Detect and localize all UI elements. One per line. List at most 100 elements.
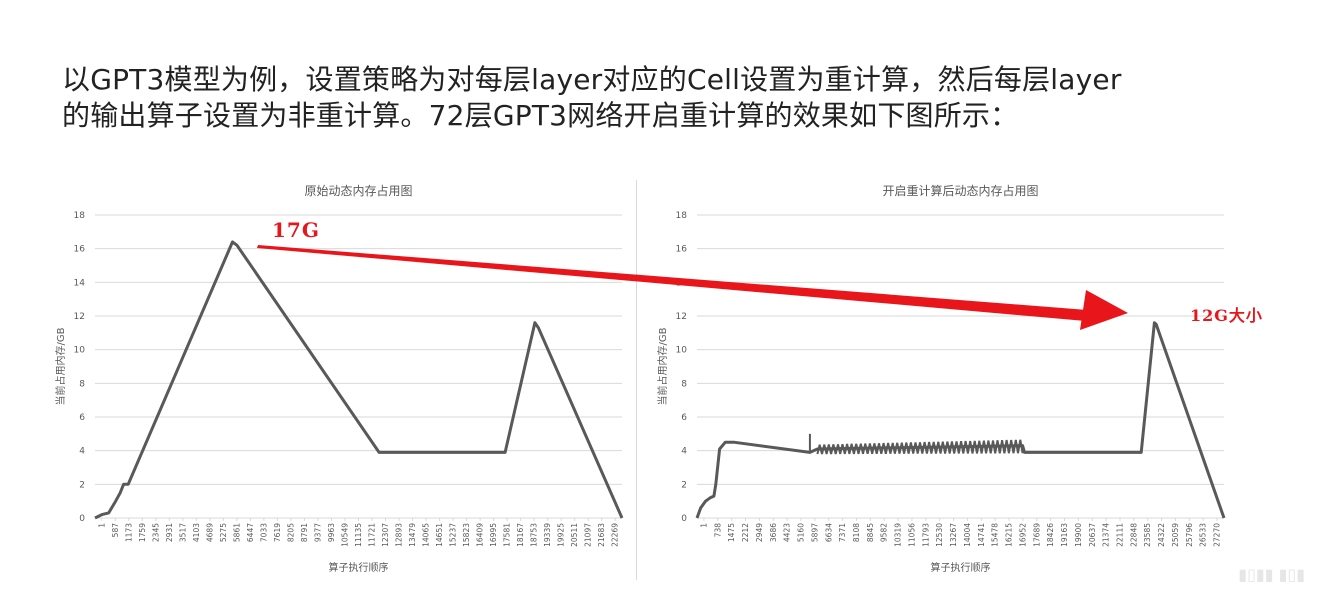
x-tick-label: 27270: [1213, 523, 1222, 547]
x-tick-label: 5160: [797, 523, 806, 542]
x-tick-label: 25796: [1185, 523, 1194, 547]
x-tick-label: 21374: [1102, 523, 1111, 547]
chart-original-memory: 原始动态内存占用图 0 2 4 6 8 10 12 14 16 18 1 587 1173 1759 2345…: [54, 183, 624, 574]
series-line: [695, 321, 1226, 519]
x-tick-label: 3686: [769, 523, 778, 542]
x-tick-label: 16995: [489, 523, 498, 547]
x-tick-label: 16409: [476, 523, 485, 547]
x-tick-label: 20637: [1088, 523, 1097, 547]
x-tick-label: 2212: [741, 523, 750, 542]
x-tick-label: 9582: [880, 523, 889, 542]
x-tick-label: 6634: [824, 523, 833, 542]
x-tick-label: 15237: [449, 523, 458, 547]
x-tick-label: 3517: [178, 523, 187, 542]
x-tick-label: 19925: [557, 523, 566, 547]
y-tick-label: 8: [681, 379, 687, 389]
x-tick-label: 23585: [1143, 523, 1152, 547]
x-tick-label: 19163: [1060, 523, 1069, 547]
y-axis-label: 当前占用内存/GB: [656, 327, 669, 405]
x-tick-label: 6447: [246, 523, 255, 542]
x-tick-label: 1: [699, 523, 708, 528]
x-tick-label: 1759: [138, 523, 147, 542]
y-tick-label: 2: [681, 480, 687, 490]
y-tick-label: 6: [681, 413, 687, 423]
x-tick-label: 587: [111, 523, 120, 538]
x-tick-label: 24322: [1157, 523, 1166, 547]
x-tick-label: 8108: [852, 523, 861, 542]
x-tick-label: 21097: [584, 523, 593, 547]
y-tick-label: 16: [676, 245, 688, 255]
y-tick-label: 18: [676, 211, 688, 221]
y-tick-label: 16: [74, 245, 86, 255]
chart-title: 原始动态内存占用图: [304, 183, 412, 198]
heading-line-2: 的输出算子设置为非重计算。72层GPT3网络开启重计算的效果如下图所示：: [62, 99, 1019, 132]
x-tick-label: 14651: [435, 523, 444, 547]
x-tick-label: 11135: [354, 523, 363, 547]
y-tick-label: 2: [79, 480, 85, 490]
x-tick-label: 738: [713, 523, 722, 538]
x-tick-label: 18753: [530, 523, 539, 547]
arrow-shaft: [257, 245, 1100, 322]
x-tick-label: 16952: [1018, 523, 1027, 547]
y-tick-label: 12: [74, 312, 85, 322]
x-tick-label: 21683: [597, 523, 606, 547]
x-tick-label: 19339: [543, 523, 552, 547]
x-tick-label: 17689: [1032, 523, 1041, 547]
x-tick-label: 1: [97, 523, 106, 528]
x-tick-label: 7619: [273, 523, 282, 542]
y-tick-label: 0: [79, 514, 85, 524]
y-tick-label: 10: [676, 346, 688, 356]
y-tick-label: 12: [676, 312, 687, 322]
series-line: [94, 240, 624, 520]
x-tick-label: 16215: [1005, 523, 1014, 547]
x-tick-label: 5897: [810, 523, 819, 542]
x-tick-label: 22269: [611, 523, 620, 547]
heading: 以GPT3模型为例，设置策略为对每层layer对应的Cell设置为重计算，然后每…: [62, 62, 1262, 134]
x-tick-label: 8845: [866, 523, 875, 542]
x-axis-label: 算子执行顺序: [931, 561, 991, 574]
y-tick-label: 4: [681, 447, 687, 457]
chart-title: 开启重计算后动态内存占用图: [882, 183, 1038, 198]
x-tick-label: 2345: [151, 523, 160, 542]
x-tick-label: 2949: [755, 523, 764, 542]
watermark: ▮▯▮▮ ▮▯▮: [1238, 565, 1305, 584]
x-tick-label: 4423: [783, 523, 792, 542]
y-axis-label: 当前占用内存/GB: [54, 327, 67, 405]
x-tick-label: 5861: [232, 523, 241, 542]
x-tick-label: 13267: [949, 523, 958, 547]
annotation-label-17g: 17G: [272, 218, 320, 242]
annotation-label-12g: 12G大小: [1190, 306, 1263, 325]
x-tick-label: 2931: [165, 523, 174, 542]
x-tick-label: 22848: [1129, 523, 1138, 547]
x-tick-label: 10549: [340, 523, 349, 547]
x-tick-label: 12530: [935, 523, 944, 547]
x-tick-label: 25059: [1171, 523, 1180, 547]
x-tick-label: 7371: [838, 523, 847, 542]
y-tick-label: 6: [79, 413, 85, 423]
x-tick-label: 26533: [1199, 523, 1208, 547]
x-tick-label: 7033: [259, 523, 268, 542]
arrow-head: [1080, 290, 1128, 330]
x-tick-label: 20511: [570, 523, 579, 547]
x-tick-label: 22111: [1115, 523, 1124, 547]
y-tick-label: 8: [79, 379, 85, 389]
x-tick-label: 8205: [286, 523, 295, 542]
x-tick-label: 4103: [192, 523, 201, 542]
x-tick-label: 9963: [327, 523, 336, 542]
y-tick-label: 14: [74, 278, 86, 288]
x-tick-label: 14741: [977, 523, 986, 547]
x-tick-label: 14004: [963, 523, 972, 547]
x-tick-label: 12307: [381, 523, 390, 547]
series-oscillation: [816, 439, 1024, 455]
x-tick-label: 10319: [894, 523, 903, 547]
x-tick-label: 1475: [727, 523, 736, 542]
heading-line-1: 以GPT3模型为例，设置策略为对每层layer对应的Cell设置为重计算，然后每…: [62, 63, 1122, 96]
x-tick-label: 18167: [516, 523, 525, 547]
x-tick-label: 11721: [368, 523, 377, 547]
x-tick-label: 1173: [124, 523, 133, 542]
x-tick-label: 13479: [408, 523, 417, 547]
x-tick-label: 4689: [205, 523, 214, 542]
x-tick-label: 18426: [1046, 523, 1055, 547]
y-tick-label: 4: [79, 447, 85, 457]
